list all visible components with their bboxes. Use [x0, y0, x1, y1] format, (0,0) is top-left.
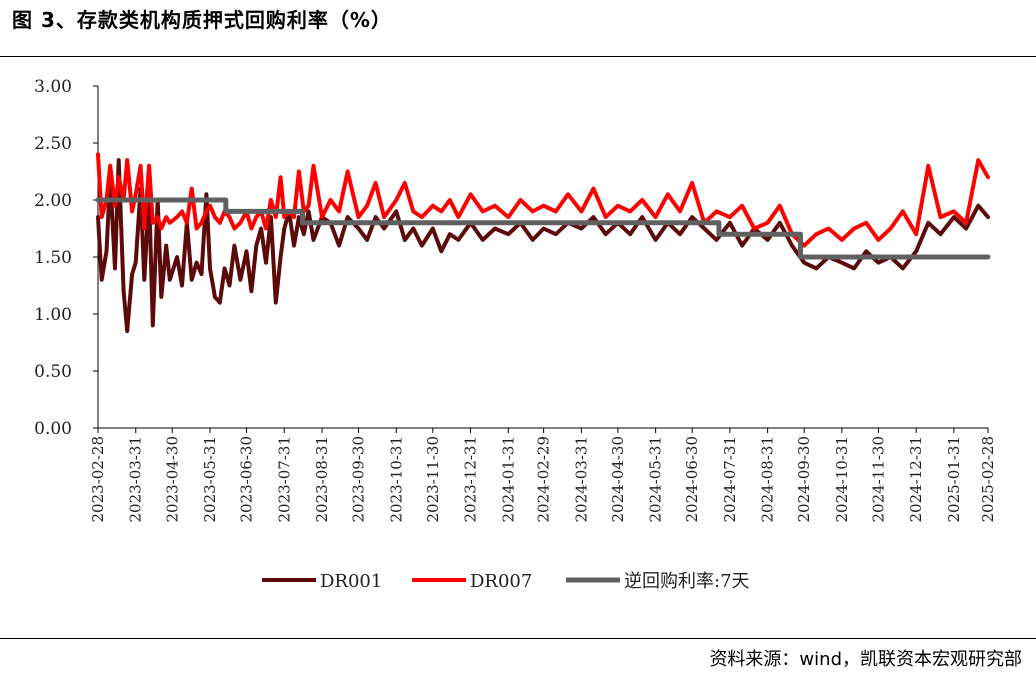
x-tick-label: 2023-02-28: [89, 436, 107, 522]
legend-label-3: 逆回购利率:7天: [624, 571, 750, 592]
x-tick-label: 2023-06-30: [238, 436, 256, 522]
y-tick-label: 2.00: [34, 191, 72, 211]
x-tick-label: 2024-08-31: [759, 436, 777, 522]
x-tick-label: 2023-09-30: [350, 436, 368, 522]
legend-label-2: DR007: [470, 571, 532, 592]
x-tick-label: 2023-11-30: [424, 436, 442, 522]
legend: DR001 DR007 逆回购利率:7天: [262, 571, 750, 592]
x-tick-label: 2024-06-30: [683, 436, 701, 522]
series-line-2: [96, 152, 990, 248]
y-tick-label: 1.50: [34, 248, 72, 268]
x-tick-label: 2023-08-31: [313, 436, 331, 522]
x-tick-label: 2024-05-31: [647, 436, 665, 522]
bottom-rule: [0, 638, 1036, 639]
x-axis-ticks: 2023-02-28 2023-03-31 2023-04-30 2023-05-31…: [89, 428, 997, 522]
series-line-1: [96, 158, 990, 334]
x-tick-label: 2024-10-31: [833, 436, 851, 522]
x-tick-label: 2024-04-30: [609, 436, 627, 522]
x-tick-label: 2024-12-31: [907, 436, 925, 522]
source-note: 资料来源：wind，凯联资本宏观研究部: [709, 649, 1022, 670]
x-tick-label: 2024-03-31: [572, 436, 590, 522]
x-tick-label: 2025-01-31: [945, 436, 963, 522]
y-tick-label: 2.50: [34, 134, 72, 154]
line-chart: 0.000.501.001.502.002.503.00 2023-02-28 2…: [34, 77, 997, 592]
x-tick-label: 2024-09-30: [795, 436, 813, 522]
y-tick-label: 1.00: [34, 305, 72, 325]
x-tick-label: 2025-02-28: [979, 436, 997, 522]
x-tick-label: 2024-07-31: [721, 436, 739, 522]
y-axis-ticks: 0.00 0.50 1.00 1.50 2.00 2.50 3.00: [34, 77, 98, 439]
series-lines: [95, 152, 991, 334]
y-tick-label: 0.50: [34, 362, 72, 382]
x-tick-label: 2023-07-31: [275, 436, 293, 522]
x-tick-label: 2023-10-31: [387, 436, 405, 522]
y-tick-label: 3.00: [34, 77, 72, 97]
x-tick-label: 2024-02-29: [535, 436, 553, 522]
x-tick-label: 2023-12-31: [462, 436, 480, 522]
y-tick-label: 0.00: [34, 419, 72, 439]
series-line-3: [95, 197, 991, 260]
x-tick-label: 2023-05-31: [201, 436, 219, 522]
x-tick-label: 2024-01-31: [499, 436, 517, 522]
x-tick-label: 2023-04-30: [163, 436, 181, 522]
legend-label-1: DR001: [320, 571, 382, 592]
top-rule: [0, 56, 1036, 57]
x-tick-label: 2024-11-30: [869, 436, 887, 522]
x-tick-label: 2023-03-31: [127, 436, 145, 522]
chart-title: 图 3、存款类机构质押式回购利率（%）: [12, 8, 392, 32]
